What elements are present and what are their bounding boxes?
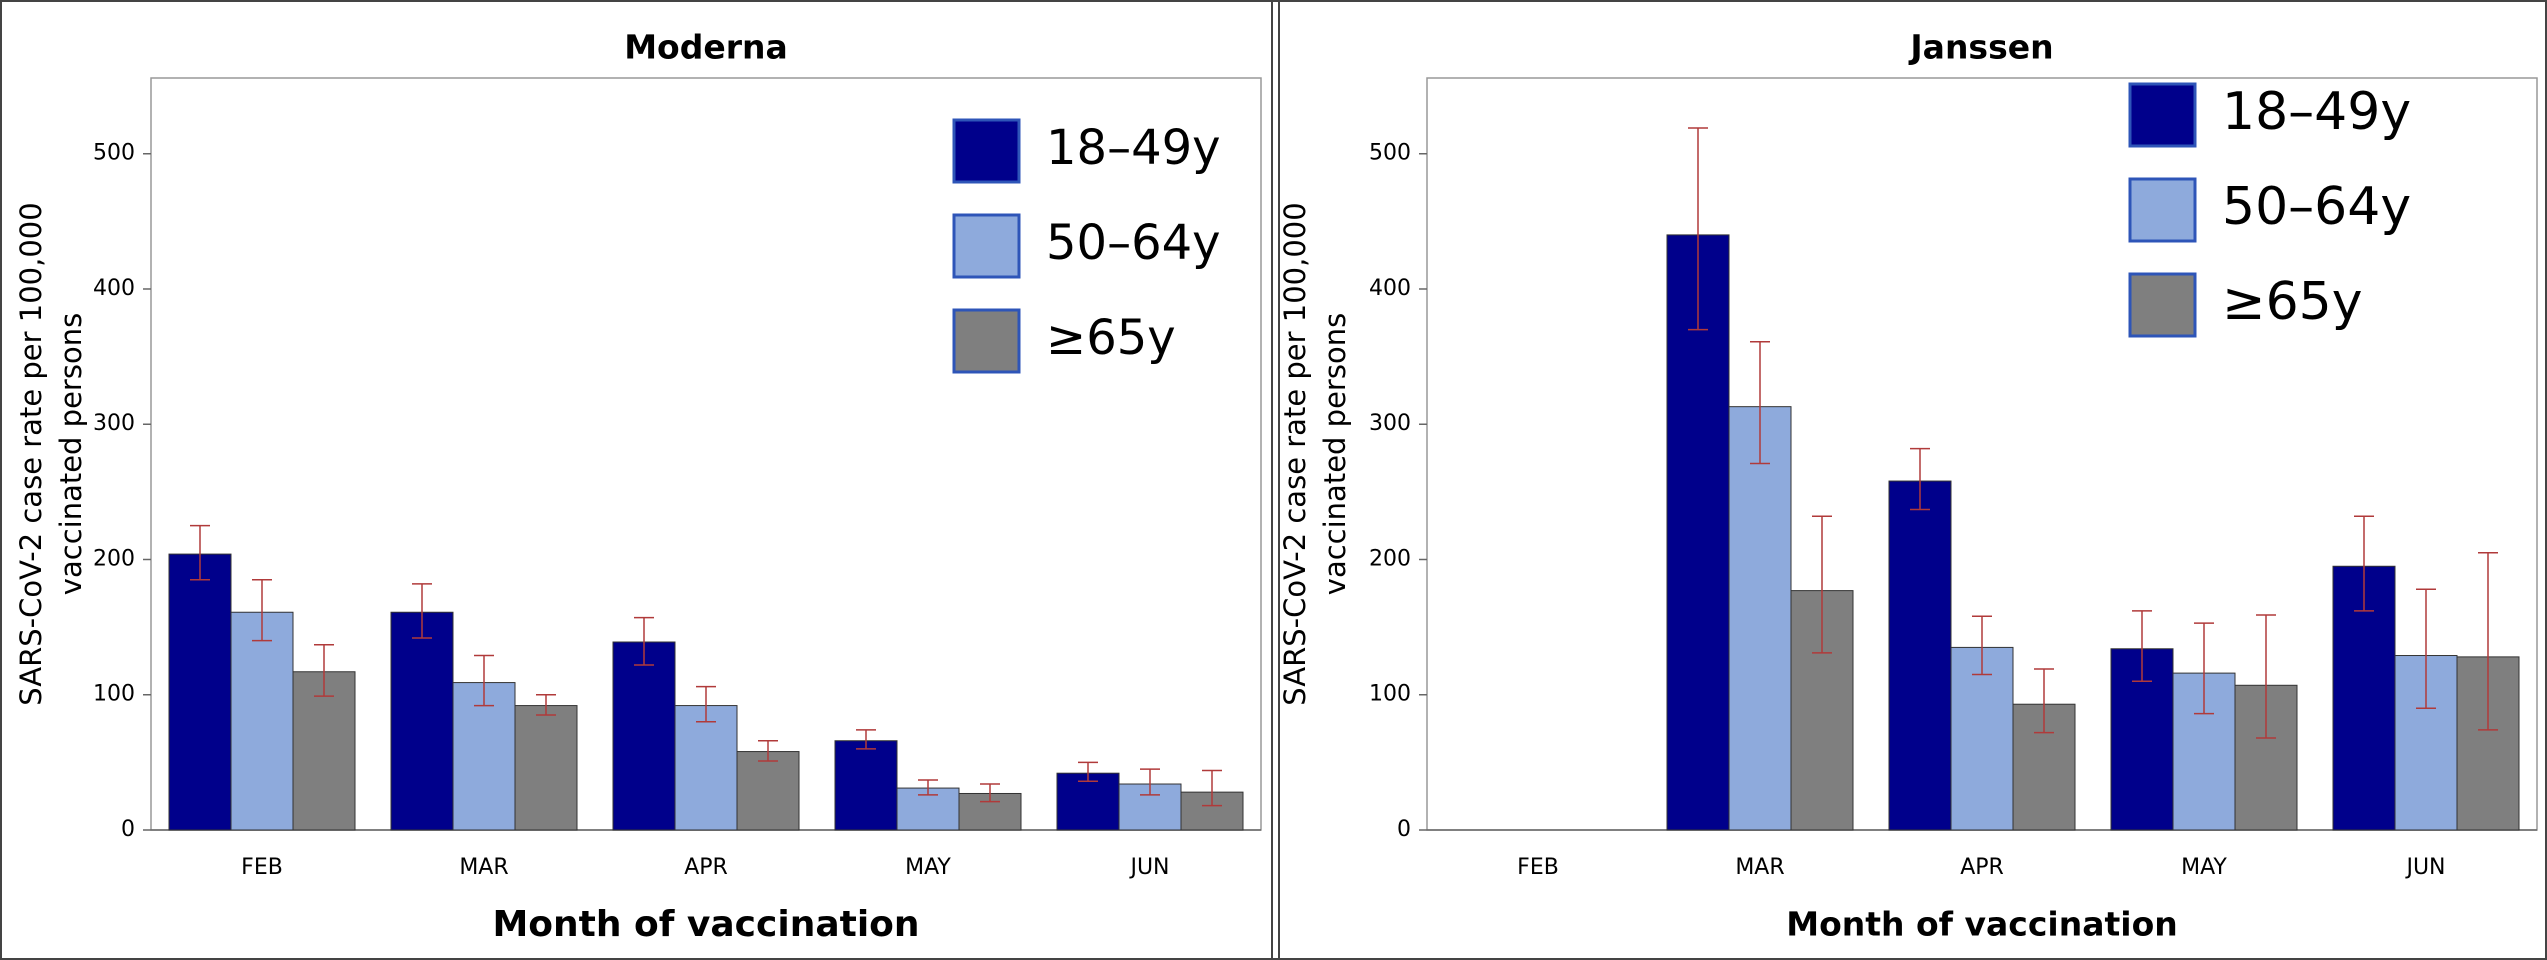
- bar: [1056, 772, 1120, 831]
- bar: [2394, 655, 2458, 831]
- y-tick-label: 300: [93, 411, 135, 436]
- y-tick-label: 200: [1369, 546, 1411, 571]
- x-tick-label: APR: [684, 855, 728, 880]
- x-tick-label: MAR: [459, 855, 508, 880]
- bar: [736, 751, 800, 831]
- x-tick-label: JUN: [1128, 855, 1169, 880]
- y-tick-label: 0: [121, 817, 135, 842]
- y-axis-title: vaccinated persons: [1318, 313, 1352, 595]
- chart-title: Janssen: [1908, 28, 2053, 67]
- y-tick-label: 400: [1369, 276, 1411, 301]
- x-axis-title: Month of vaccination: [492, 904, 919, 945]
- bar: [292, 671, 356, 831]
- y-tick-label: 100: [93, 682, 135, 707]
- y-tick-label: 100: [1369, 682, 1411, 707]
- x-tick-label: MAY: [2181, 855, 2227, 880]
- x-tick-label: MAY: [905, 855, 951, 880]
- y-tick-label: 400: [93, 276, 135, 301]
- bar: [612, 641, 676, 831]
- legend-swatch: [952, 308, 1021, 374]
- x-tick-label: MAR: [1735, 855, 1784, 880]
- x-tick-label: APR: [1960, 855, 2004, 880]
- legend-swatch: [952, 213, 1021, 279]
- legend-label: 18–49y: [2222, 82, 2411, 142]
- legend-label: ≥65y: [1046, 310, 1176, 366]
- legend-label: 50–64y: [2222, 177, 2411, 237]
- bar: [1666, 234, 1730, 831]
- legend-swatch: [2128, 177, 2197, 243]
- x-tick-label: JUN: [2404, 855, 2445, 880]
- y-axis-title: SARS-CoV-2 case rate per 100,000: [14, 202, 48, 705]
- bar: [168, 553, 232, 831]
- y-tick-label: 500: [1369, 141, 1411, 166]
- y-tick-label: 200: [93, 546, 135, 571]
- x-axis-title: Month of vaccination: [1786, 905, 2178, 944]
- legend-label: 50–64y: [1046, 215, 1221, 271]
- bar: [1728, 406, 1792, 831]
- y-tick-label: 300: [1369, 411, 1411, 436]
- y-tick-label: 500: [93, 141, 135, 166]
- bar: [230, 611, 294, 831]
- bar: [834, 740, 898, 831]
- bar: [514, 705, 578, 831]
- bar: [1888, 480, 1952, 831]
- bar: [674, 705, 738, 831]
- legend-label: ≥65y: [2222, 272, 2363, 332]
- legend-swatch: [2128, 82, 2197, 148]
- y-axis-title: SARS-CoV-2 case rate per 100,000: [1278, 202, 1312, 705]
- bar: [452, 682, 516, 831]
- chart-title: Moderna: [624, 28, 788, 67]
- legend-label: 18–49y: [1046, 120, 1221, 176]
- legend-swatch: [2128, 272, 2197, 338]
- y-axis-title: vaccinated persons: [54, 313, 88, 595]
- bar: [390, 611, 454, 831]
- y-tick-label: 0: [1397, 817, 1411, 842]
- x-tick-label: FEB: [241, 855, 283, 880]
- x-tick-label: FEB: [1517, 855, 1559, 880]
- legend-swatch: [952, 118, 1021, 184]
